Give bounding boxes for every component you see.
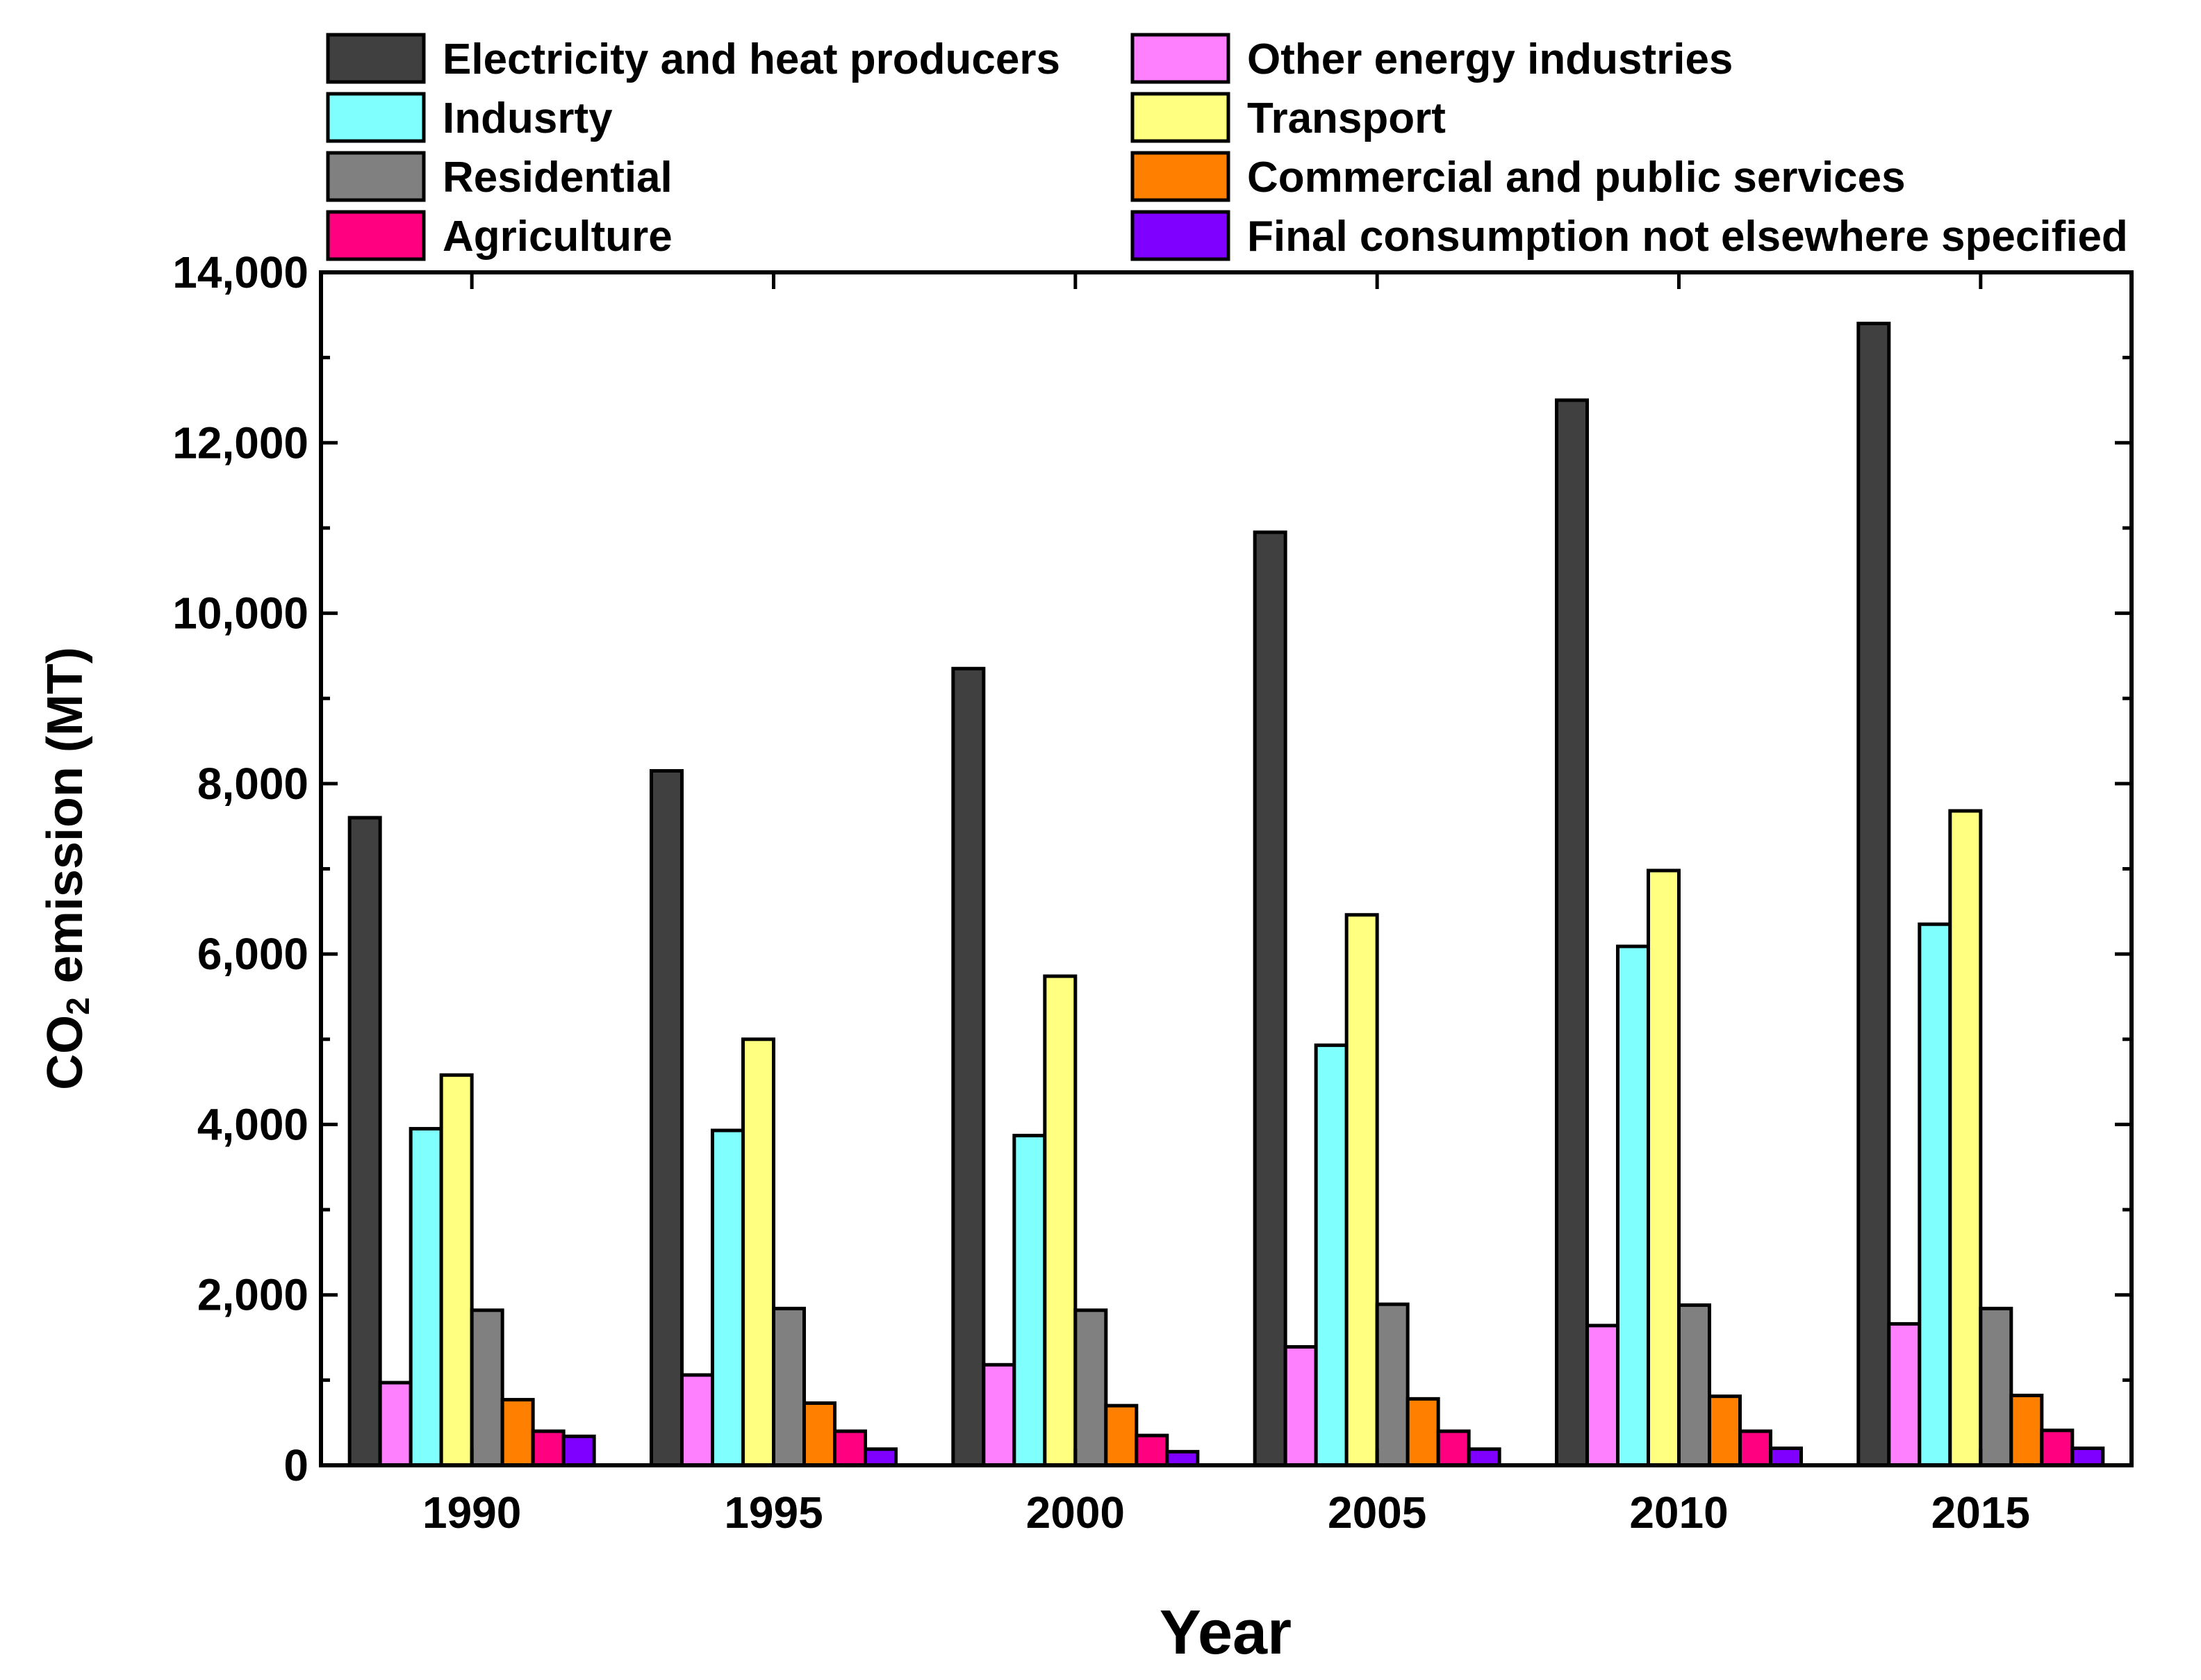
x-tick-label: 2015	[1931, 1488, 2030, 1538]
legend-swatch	[1130, 151, 1230, 202]
x-axis-title: Year	[1160, 1598, 1292, 1667]
bar-1990-6	[500, 1398, 535, 1467]
bar-2015-1	[1856, 322, 1891, 1467]
bar-1995-8	[864, 1447, 898, 1467]
legend-label: Residential	[443, 154, 673, 201]
bar-1990-1	[347, 816, 382, 1467]
bar-2000-4	[1043, 974, 1078, 1467]
y-axis: 0 2,000 4,000 6,000 8,000 10,000 12,000 14,000	[172, 247, 2132, 1490]
legend-label: Indusrty	[443, 94, 613, 142]
y-tick-label: 10,000	[172, 588, 308, 639]
y-tick-label: 2,000	[197, 1270, 308, 1320]
bar-2000-5	[1073, 1308, 1108, 1467]
y-axis-title-suffix: emission (MT)	[38, 647, 93, 997]
bar-2010-8	[1769, 1446, 1803, 1467]
x-tick-label: 1990	[422, 1488, 521, 1538]
bar-2010-2	[1585, 1324, 1619, 1467]
bar-2010-7	[1738, 1429, 1772, 1467]
bar-1990-8	[561, 1434, 596, 1467]
legend: Electricity and heat producers Indusrty Re…	[326, 33, 2128, 261]
bar-2000-6	[1104, 1403, 1139, 1467]
bar-2000-2	[982, 1362, 1016, 1467]
legend-label: Final consumption not elsewhere specifie…	[1247, 213, 2128, 261]
y-axis-title: CO2 emission (MT)	[38, 647, 96, 1090]
bar-2010-6	[1708, 1394, 1742, 1467]
bar-2005-8	[1467, 1447, 1501, 1467]
legend-label: Transport	[1247, 94, 1446, 142]
legend-swatch	[326, 92, 426, 143]
legend-swatch	[1130, 92, 1230, 143]
bar-2015-2	[1887, 1321, 1922, 1467]
legend-label: Other energy industries	[1247, 35, 1733, 83]
bar-2000-3	[1012, 1133, 1047, 1467]
bar-2015-5	[1979, 1306, 2013, 1467]
bar-2005-4	[1344, 913, 1379, 1467]
legend-label: Electricity and heat producers	[443, 35, 1060, 83]
y-axis-title-subscript: 2	[60, 997, 96, 1015]
legend-label: Agriculture	[443, 213, 673, 261]
bar-2005-5	[1375, 1302, 1410, 1467]
y-tick-label: 14,000	[172, 247, 308, 297]
bar-2005-6	[1405, 1397, 1440, 1467]
bar-1990-2	[378, 1381, 413, 1467]
bar-1990-3	[409, 1127, 443, 1467]
bar-2015-6	[2009, 1393, 2044, 1467]
bar-1995-4	[741, 1037, 775, 1467]
legend-swatch	[326, 210, 426, 261]
bar-2015-4	[1948, 809, 1983, 1467]
bar-2005-3	[1314, 1043, 1349, 1467]
bar-1995-2	[680, 1373, 714, 1467]
bar-2010-1	[1555, 398, 1589, 1467]
y-tick-label: 8,000	[197, 759, 308, 809]
x-tick-label: 2010	[1629, 1488, 1728, 1538]
bar-2005-7	[1436, 1429, 1471, 1467]
bar-1995-5	[772, 1306, 806, 1467]
bar-1990-4	[439, 1073, 474, 1467]
bar-1990-7	[531, 1429, 566, 1467]
legend-swatch	[326, 151, 426, 202]
bar-2010-3	[1616, 944, 1650, 1467]
legend-swatch	[326, 33, 426, 84]
bar-2010-4	[1647, 868, 1681, 1467]
legend-swatch	[1130, 33, 1230, 84]
x-tick-label: 2005	[1328, 1488, 1426, 1538]
x-tick-label: 1995	[724, 1488, 823, 1538]
bar-1995-1	[650, 768, 684, 1467]
bar-2005-1	[1253, 530, 1287, 1467]
bars-group	[347, 322, 2105, 1467]
bar-1995-3	[711, 1128, 745, 1467]
bar-2015-8	[2070, 1446, 2105, 1467]
bar-1990-5	[470, 1308, 504, 1467]
y-tick-label: 4,000	[197, 1099, 308, 1149]
y-tick-label: 6,000	[197, 929, 308, 979]
bar-2000-1	[951, 666, 986, 1467]
y-tick-label: 12,000	[172, 418, 308, 468]
y-tick-label: 0	[283, 1440, 308, 1490]
x-axis: 1990 1995 2000 2005 2010 2015	[422, 272, 2030, 1538]
bar-2015-7	[2040, 1428, 2075, 1467]
bar-1995-7	[833, 1429, 867, 1467]
y-axis-title-prefix: CO	[38, 1015, 93, 1090]
legend-label: Commercial and public services	[1247, 154, 1906, 201]
legend-swatch	[1130, 210, 1230, 261]
bar-2000-7	[1135, 1433, 1169, 1467]
x-tick-label: 2000	[1026, 1488, 1125, 1538]
bar-1995-6	[802, 1401, 836, 1467]
bar-2010-5	[1677, 1303, 1711, 1467]
bar-2015-3	[1918, 922, 1952, 1467]
bar-2005-2	[1283, 1345, 1318, 1467]
